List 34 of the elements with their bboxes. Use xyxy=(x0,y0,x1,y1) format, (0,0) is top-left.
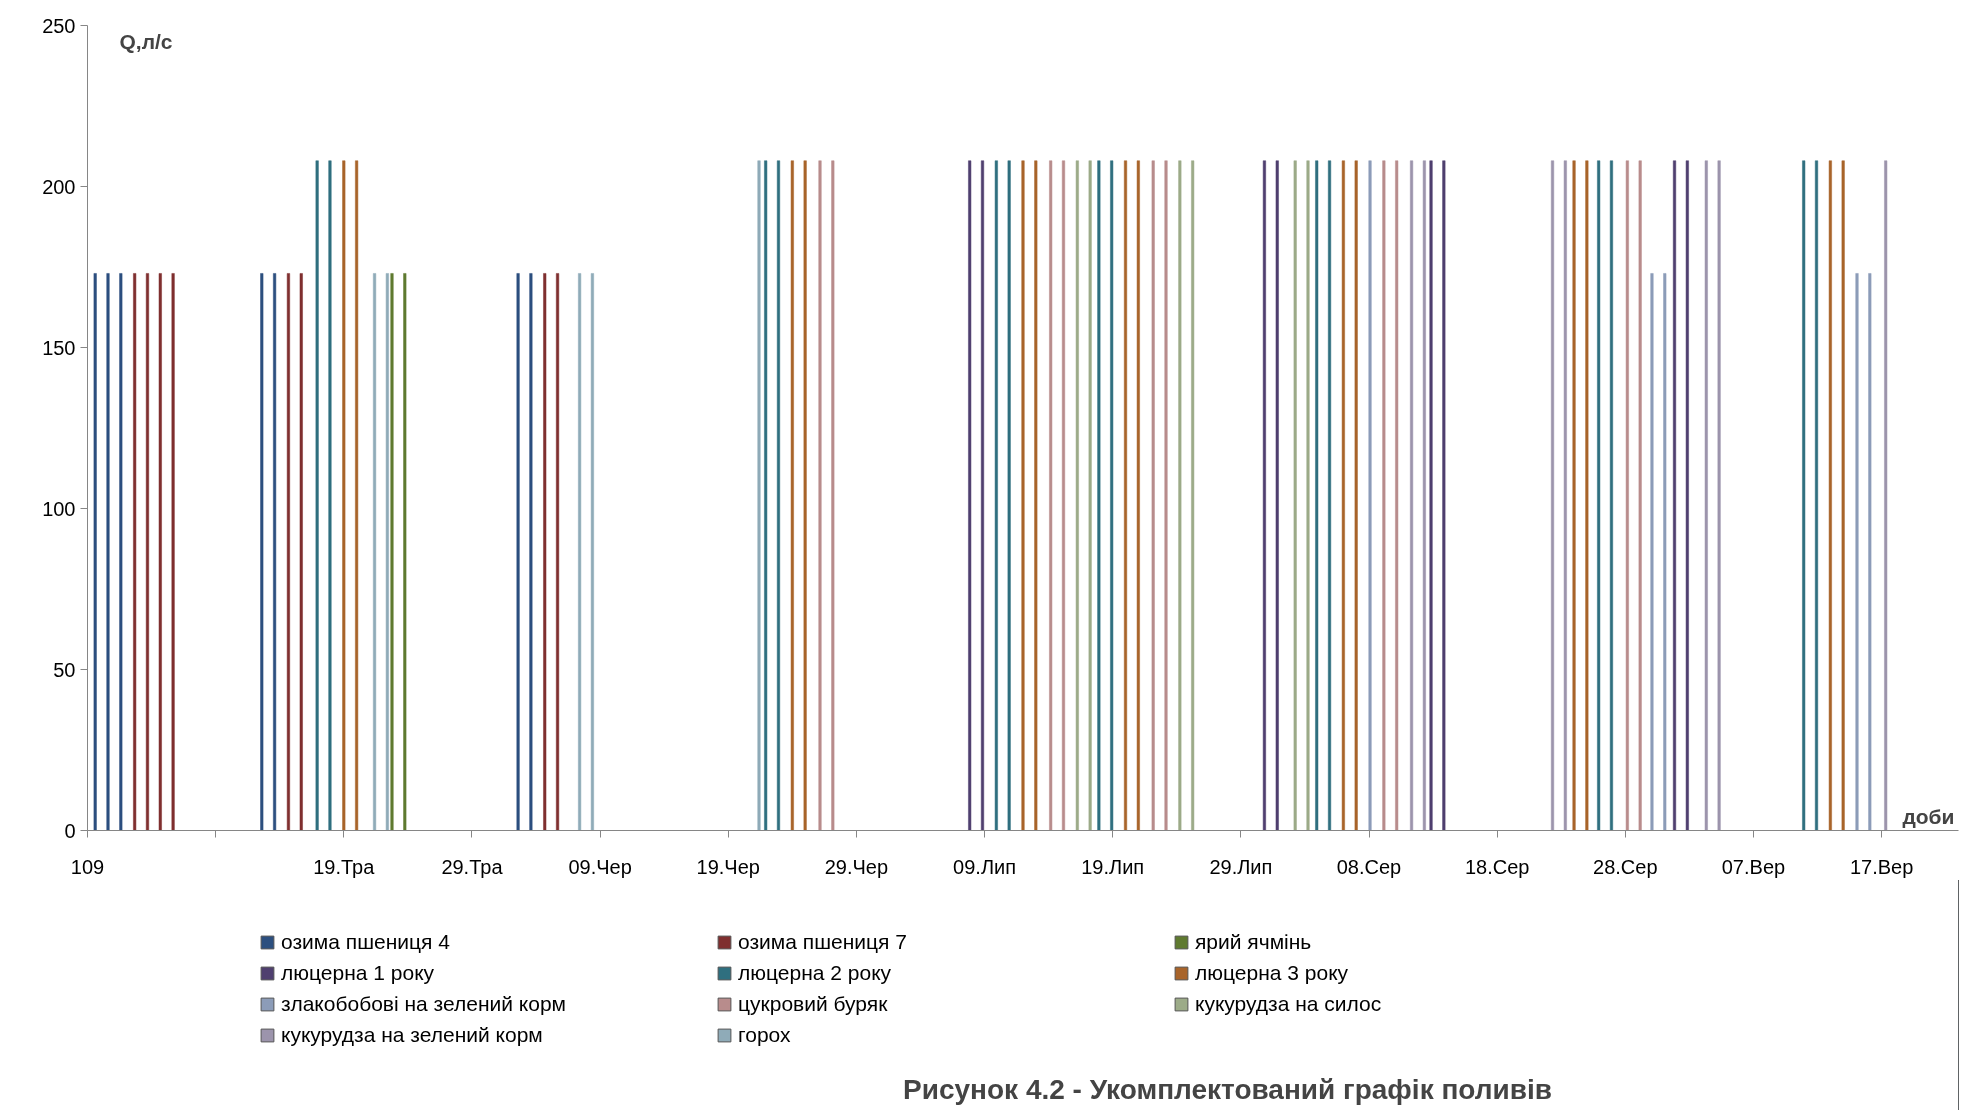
x-tick-label: 29.Тра xyxy=(441,855,504,878)
legend-label: злакобобові на зелений корм xyxy=(281,990,568,1017)
x-tick-label: 19.Тра xyxy=(313,855,376,878)
x-tick-label: 07.Вер xyxy=(1721,855,1786,878)
x-axis-title: доби xyxy=(1902,805,1955,828)
y-tick-label: 50 xyxy=(53,658,76,681)
y-tick-label: 250 xyxy=(42,14,76,37)
x-tick-label: 109 xyxy=(70,855,105,878)
x-tick-label: 19.Чер xyxy=(696,855,760,878)
x-tick-label: 09.Чер xyxy=(568,855,632,878)
y-tick-label: 100 xyxy=(42,497,76,520)
legend-label: люцерна 1 року xyxy=(281,959,436,986)
legend-label: ярий ячмінь xyxy=(1195,928,1313,955)
legend-label: кукурудза на силос xyxy=(1195,990,1383,1017)
text: Рисунок 4.2 - Укомплектований графік поливів xyxy=(903,1073,1552,1105)
legend-label: озима пшениця 7 xyxy=(738,928,908,955)
x-tick-label: 18.Сер xyxy=(1464,855,1530,878)
y-tick-label: 150 xyxy=(42,336,76,359)
legend-label: горох xyxy=(738,1021,792,1048)
x-tick-label: 08.Сер xyxy=(1336,855,1402,878)
y-tick-label: 200 xyxy=(42,175,76,198)
x-tick-label: 29.Лип xyxy=(1209,855,1273,878)
legend-label: цукровий буряк xyxy=(738,990,889,1017)
legend-label: кукурудза на зелений корм xyxy=(281,1021,544,1048)
x-tick-label: 28.Сер xyxy=(1593,855,1658,878)
y-axis-title: Q,л/с xyxy=(119,30,173,53)
x-tick-label: 17.Вер xyxy=(1849,855,1914,878)
x-tick-label: 29.Чер xyxy=(824,855,889,878)
legend-label: озима пшениця 4 xyxy=(281,928,451,955)
legend-label: люцерна 3 року xyxy=(1195,959,1350,986)
x-tick-label: 09.Лип xyxy=(953,855,1017,878)
x-tick-label: 19.Лип xyxy=(1081,855,1145,878)
legend-label: люцерна 2 року xyxy=(738,959,893,986)
y-tick-label: 0 xyxy=(64,819,76,842)
